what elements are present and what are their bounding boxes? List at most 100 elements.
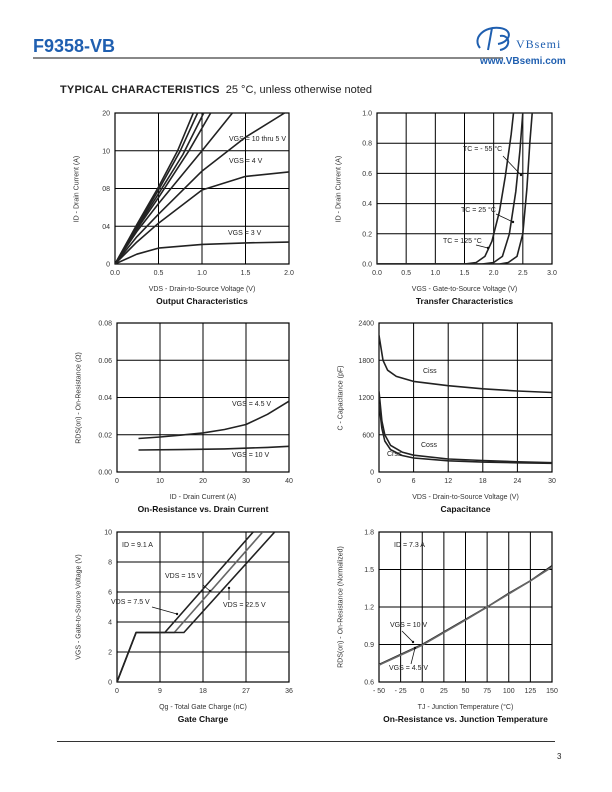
y-tick-label: 0.0 — [362, 262, 372, 269]
series-line-vgs-5-v — [115, 113, 234, 264]
y-tick-label: 0.04 — [98, 395, 112, 402]
y-tick-label: 0.02 — [98, 432, 112, 439]
plot-frame — [378, 531, 553, 683]
y-tick-label: 1.5 — [364, 567, 374, 574]
x-axis-label: TJ - Junction Temperature (°C) — [417, 704, 514, 711]
series-line-vgs-4-5-v — [115, 113, 286, 264]
annotation: Coss — [421, 442, 437, 449]
x-tick-label: 6 — [412, 478, 416, 485]
y-axis-label: ID - Drain Current (A) — [335, 155, 343, 222]
x-tick-label: 18 — [479, 478, 487, 485]
series-line-coss — [379, 391, 552, 464]
y-axis-label: ID - Drain Current (A) — [73, 155, 81, 222]
y-tick-label: 1800 — [358, 358, 374, 365]
x-tick-label: 1.0 — [430, 270, 440, 277]
series-line-vds-22-5-v — [117, 532, 276, 682]
x-tick-label: - 25 — [395, 688, 407, 695]
series-line-vgs-4-v — [115, 171, 289, 264]
series-line-vgs-4-5-v — [379, 566, 552, 666]
x-tick-label: 0 — [115, 688, 119, 695]
y-tick-label: 0.9 — [364, 642, 374, 649]
x-tick-label: 0 — [115, 478, 119, 485]
part-number: F9358-VB — [33, 36, 116, 56]
x-tick-label: 40 — [285, 478, 293, 485]
vbsemi-logo — [476, 26, 510, 51]
chart-4: 0 9 18 27 36 0 2 4 6 8 10 — [104, 530, 293, 696]
annotation: VGS = 10 thru 5 V — [229, 136, 287, 143]
annotation: Ciss — [423, 368, 437, 375]
annotation: VGS = 10 V — [232, 452, 270, 459]
x-tick-label: 18 — [199, 688, 207, 695]
arrow-head-icon — [227, 586, 231, 590]
y-tick-label: 0.8 — [362, 141, 372, 148]
chart-title: Transfer Characteristics — [415, 296, 514, 306]
annotation-arrow — [502, 155, 522, 176]
website-link[interactable]: www.VBsemi.com — [480, 56, 566, 67]
plot-frame — [114, 112, 290, 265]
y-tick-label: 4 — [108, 620, 112, 627]
x-tick-label: 27 — [242, 688, 250, 695]
x-tick-label: 3.0 — [547, 270, 557, 277]
series-line-tc-55-c — [377, 113, 533, 264]
y-tick-label: 0.06 — [98, 358, 112, 365]
series-line-crss — [379, 403, 552, 465]
x-tick-label: 0.5 — [401, 270, 411, 277]
y-axis-label: VGS - Gate-to-Source Voltage (V) — [75, 554, 83, 660]
brand-name: VBsemi — [516, 37, 562, 51]
chart-title: On-Resistance vs. Drain Current — [137, 504, 269, 514]
y-axis-label: RDS(on) - On-Resistance (Ω) — [75, 351, 83, 444]
annotation: VGS = 4.5 V — [389, 665, 429, 672]
y-axis-label: RDS(on) - On-Resistance (Normalized) — [337, 546, 345, 668]
annotation: ID = 7.3 A — [394, 542, 425, 549]
series-line-vgs-6-v — [115, 113, 212, 264]
plot-frame — [116, 322, 290, 473]
plot-frame — [116, 531, 290, 683]
arrow-head-icon — [413, 646, 417, 650]
y-axis-label: C - Capacitance (pF) — [337, 365, 345, 430]
x-tick-label: 20 — [199, 478, 207, 485]
annotation: VDS = 22.5 V — [223, 602, 266, 609]
annotation-arrow — [401, 630, 414, 643]
x-tick-label: 9 — [158, 688, 162, 695]
annotation: VDS = 7.5 V — [111, 599, 150, 606]
x-tick-label: 0.0 — [110, 270, 120, 277]
x-tick-label: 150 — [546, 688, 558, 695]
chart-title: Output Characteristics — [156, 296, 248, 306]
chart-title: Capacitance — [440, 504, 491, 514]
x-tick-label: - 50 — [373, 688, 385, 695]
y-tick-label: 20 — [102, 111, 110, 118]
annotation: TC = - 55 °C — [463, 146, 503, 153]
page-number: 3 — [557, 752, 562, 761]
series-line-ciss — [379, 335, 552, 394]
x-tick-label: 2.0 — [284, 270, 294, 277]
y-tick-label: 1.2 — [364, 605, 374, 612]
annotation-arrow — [151, 606, 178, 615]
x-tick-label: 36 — [285, 688, 293, 695]
annotation: VGS = 10 V — [390, 622, 428, 629]
annotation: ID = 9.1 A — [122, 542, 153, 549]
x-tick-label: 2.0 — [489, 270, 499, 277]
section-subtitle: 25 °C, unless otherwise noted — [225, 84, 373, 96]
x-axis-label: ID - Drain Current (A) — [169, 494, 237, 501]
x-tick-label: 24 — [514, 478, 522, 485]
y-tick-label: 08 — [102, 186, 110, 193]
x-tick-label: 12 — [444, 478, 452, 485]
annotation: VGS = 4 V — [229, 158, 263, 165]
x-axis-label: VDS - Drain-to-Source Voltage (V) — [412, 494, 519, 501]
x-tick-label: 75 — [483, 688, 491, 695]
section-title: TYPICAL CHARACTERISTICS — [60, 84, 220, 96]
x-tick-label: 2.5 — [518, 270, 528, 277]
y-tick-label: 0.08 — [98, 321, 112, 328]
annotation: TC = 25 °C — [461, 207, 496, 214]
chart-0: 0.0 0.5 1.0 1.5 2.0 0 04 08 10 20 — [102, 111, 294, 278]
annotation: VGS = 4.5 V — [232, 401, 272, 408]
annotation: VDS = 15 V — [165, 573, 202, 580]
x-tick-label: 1.5 — [460, 270, 470, 277]
annotation-arrow — [495, 213, 514, 223]
y-tick-label: 0.4 — [362, 201, 372, 208]
header-divider — [33, 57, 503, 59]
x-tick-label: 100 — [503, 688, 515, 695]
y-tick-label: 2400 — [358, 321, 374, 328]
